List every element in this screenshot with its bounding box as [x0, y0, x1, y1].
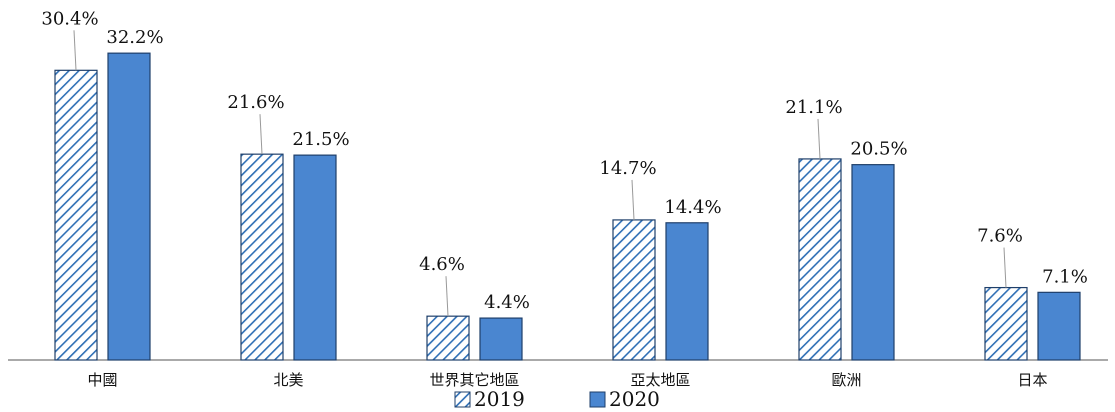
- bar-2020-1: [293, 154, 337, 361]
- data-label-2019-2: 4.6%: [419, 254, 465, 275]
- bar-2019-1: [240, 153, 284, 361]
- data-label-2020-0: 32.2%: [106, 27, 163, 48]
- leader-line-2019-3: [631, 179, 635, 220]
- leader-lines-group: [73, 30, 1007, 317]
- category-label-1: 北美: [273, 371, 303, 389]
- category-label-2: 世界其它地區: [429, 371, 519, 389]
- leader-line-2019-2: [445, 276, 449, 317]
- data-label-2020-1: 21.5%: [292, 129, 349, 150]
- data-label-2020-4: 20.5%: [850, 139, 907, 160]
- bar-2020-2: [479, 317, 523, 361]
- bar-2020-4: [851, 164, 895, 361]
- category-labels-group: 中國 北美 世界其它地區 亞太地區 歐洲 日本: [87, 371, 1047, 389]
- leader-line-2019-4: [817, 118, 821, 159]
- bar-2020-5: [1037, 291, 1081, 361]
- bar-2020-0: [107, 52, 151, 361]
- category-label-5: 日本: [1017, 371, 1047, 389]
- leader-line-2019-0: [73, 30, 77, 71]
- legend: 2019 2020: [454, 387, 660, 411]
- bar-2019-5: [984, 286, 1028, 361]
- data-label-2020-5: 7.1%: [1042, 266, 1088, 287]
- leader-line-2019-5: [1003, 247, 1007, 288]
- leader-line-2019-1: [259, 114, 263, 155]
- category-label-3: 亞太地區: [630, 371, 690, 389]
- legend-swatch-2020: [589, 391, 606, 408]
- bars-group: [54, 52, 1081, 361]
- data-label-2019-3: 14.7%: [599, 158, 656, 179]
- data-label-2020-3: 14.4%: [664, 197, 721, 218]
- legend-label-2020: 2020: [609, 387, 660, 411]
- bar-2020-3: [665, 222, 709, 361]
- data-label-2019-5: 7.6%: [977, 226, 1023, 247]
- data-labels-group: 30.4% 32.2% 21.6% 21.5% 4.6% 4.4% 14.7% 14.4% 21…: [41, 8, 1087, 313]
- category-label-0: 中國: [87, 371, 117, 389]
- data-label-2019-0: 30.4%: [41, 8, 98, 29]
- legend-swatch-2019: [454, 391, 471, 408]
- bar-2019-3: [612, 219, 656, 361]
- bar-2019-4: [798, 158, 842, 361]
- data-label-2019-4: 21.1%: [785, 97, 842, 118]
- legend-label-2019: 2019: [474, 387, 525, 411]
- bar-2019-2: [426, 315, 470, 361]
- data-label-2019-1: 21.6%: [227, 92, 284, 113]
- data-label-2020-2: 4.4%: [484, 292, 530, 313]
- category-label-4: 歐洲: [831, 371, 861, 389]
- bar-2019-0: [54, 69, 98, 361]
